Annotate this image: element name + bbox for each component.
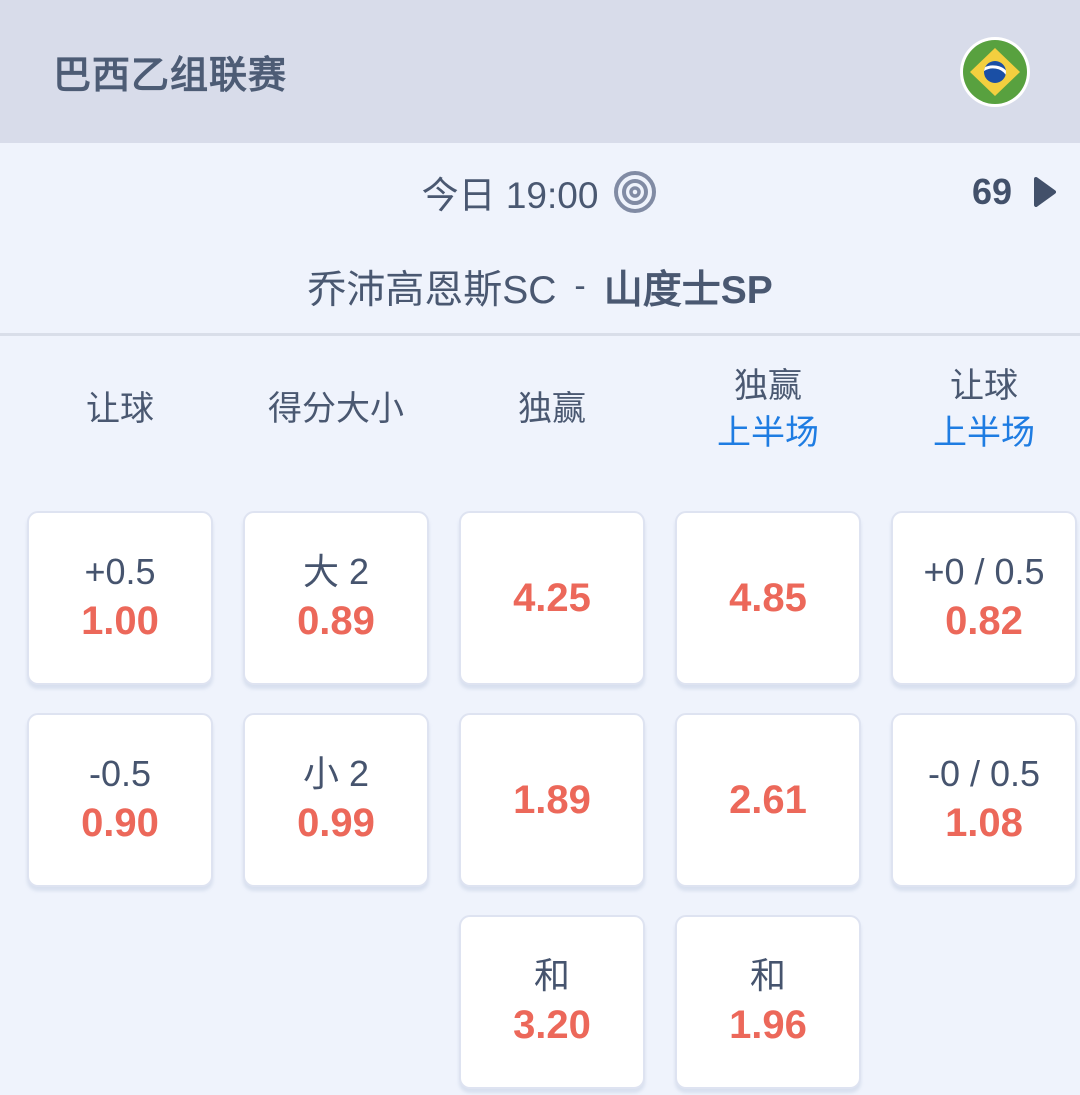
odds-label: 和 — [749, 954, 786, 996]
time-group: 今日 19:00 — [422, 165, 659, 219]
column-header-total-points: 得分大小 — [243, 336, 429, 483]
odds-cell-moneyline-firsthalf-draw[interactable]: 和 1.96 — [675, 915, 861, 1089]
odds-value: 0.82 — [945, 599, 1023, 644]
odds-value: 0.90 — [81, 801, 159, 846]
home-team-name: 乔沛高恩斯SC — [307, 268, 557, 312]
column-header-moneyline-first-half: 独赢 上半场 — [675, 336, 861, 483]
odds-label: 和 — [533, 954, 570, 996]
odds-value: 0.89 — [297, 599, 375, 644]
odds-value: 0.99 — [297, 801, 375, 846]
match-time-row: 今日 19:00 69 — [0, 143, 1080, 240]
column-label: 让球 — [86, 390, 154, 429]
odds-cell-over[interactable]: 大 2 0.89 — [243, 511, 429, 685]
odds-cell-under[interactable]: 小 2 0.99 — [243, 713, 429, 887]
chevron-right-icon — [1034, 176, 1056, 207]
odds-label: +0 / 0.5 — [923, 550, 1045, 592]
odds-cell-moneyline-away[interactable]: 1.89 — [459, 713, 645, 887]
column-header-handicap-first-half: 让球 上半场 — [891, 336, 1077, 483]
odds-label: 小 2 — [302, 752, 370, 794]
odds-value: 4.25 — [513, 576, 591, 620]
column-header-moneyline: 独赢 — [459, 336, 645, 483]
odds-cell-handicap-away[interactable]: -0.5 0.90 — [27, 713, 213, 887]
odds-cell-handicap-home[interactable]: +0.5 1.00 — [27, 511, 213, 685]
odds-cell-moneyline-firsthalf-away[interactable]: 2.61 — [675, 713, 861, 887]
odds-label: +0.5 — [84, 550, 156, 592]
team-separator: - — [574, 267, 586, 305]
away-team-name: 山度士SP — [603, 268, 773, 312]
match-teams: 乔沛高恩斯SC - 山度士SP — [0, 240, 1080, 336]
bullseye-icon — [614, 170, 657, 213]
odds-value: 4.85 — [729, 576, 807, 620]
odds-cell-moneyline-firsthalf-home[interactable]: 4.85 — [675, 511, 861, 685]
brazil-flag-icon — [960, 36, 1030, 107]
odds-value: 1.00 — [81, 599, 159, 644]
league-header: 巴西乙组联赛 — [0, 0, 1080, 143]
column-label: 让球 — [950, 366, 1018, 405]
odds-value: 2.61 — [729, 778, 807, 822]
match-header: 今日 19:00 69 乔沛高恩斯SC - 山度士SP — [0, 143, 1080, 336]
column-label: 得分大小 — [268, 390, 404, 429]
column-sublabel: 上半场 — [717, 413, 819, 452]
odds-cell-handicap-firsthalf-away[interactable]: -0 / 0.5 1.08 — [891, 713, 1077, 887]
odds-value: 1.08 — [945, 801, 1023, 846]
odds-value: 1.89 — [513, 778, 591, 822]
odds-label: -0.5 — [88, 752, 152, 794]
odds-cell-moneyline-draw[interactable]: 和 3.20 — [459, 915, 645, 1089]
odds-label: 大 2 — [302, 550, 370, 592]
column-sublabel: 上半场 — [933, 413, 1035, 452]
column-label: 独赢 — [734, 366, 802, 405]
odds-value: 3.20 — [513, 1003, 591, 1048]
more-markets-link[interactable]: 69 — [972, 143, 1056, 240]
odds-grid: 让球 得分大小 独赢 独赢 上半场 让球 上半场 +0.5 1.00 大 2 0… — [0, 336, 1080, 1089]
odds-cell-handicap-firsthalf-home[interactable]: +0 / 0.5 0.82 — [891, 511, 1077, 685]
market-count: 69 — [971, 170, 1012, 212]
odds-value: 1.96 — [729, 1003, 807, 1048]
league-title: 巴西乙组联赛 — [53, 55, 288, 97]
match-time: 今日 19:00 — [421, 174, 599, 216]
column-label: 独赢 — [518, 390, 586, 429]
column-header-handicap: 让球 — [27, 336, 213, 483]
odds-cell-moneyline-home[interactable]: 4.25 — [459, 511, 645, 685]
odds-label: -0 / 0.5 — [927, 752, 1041, 794]
